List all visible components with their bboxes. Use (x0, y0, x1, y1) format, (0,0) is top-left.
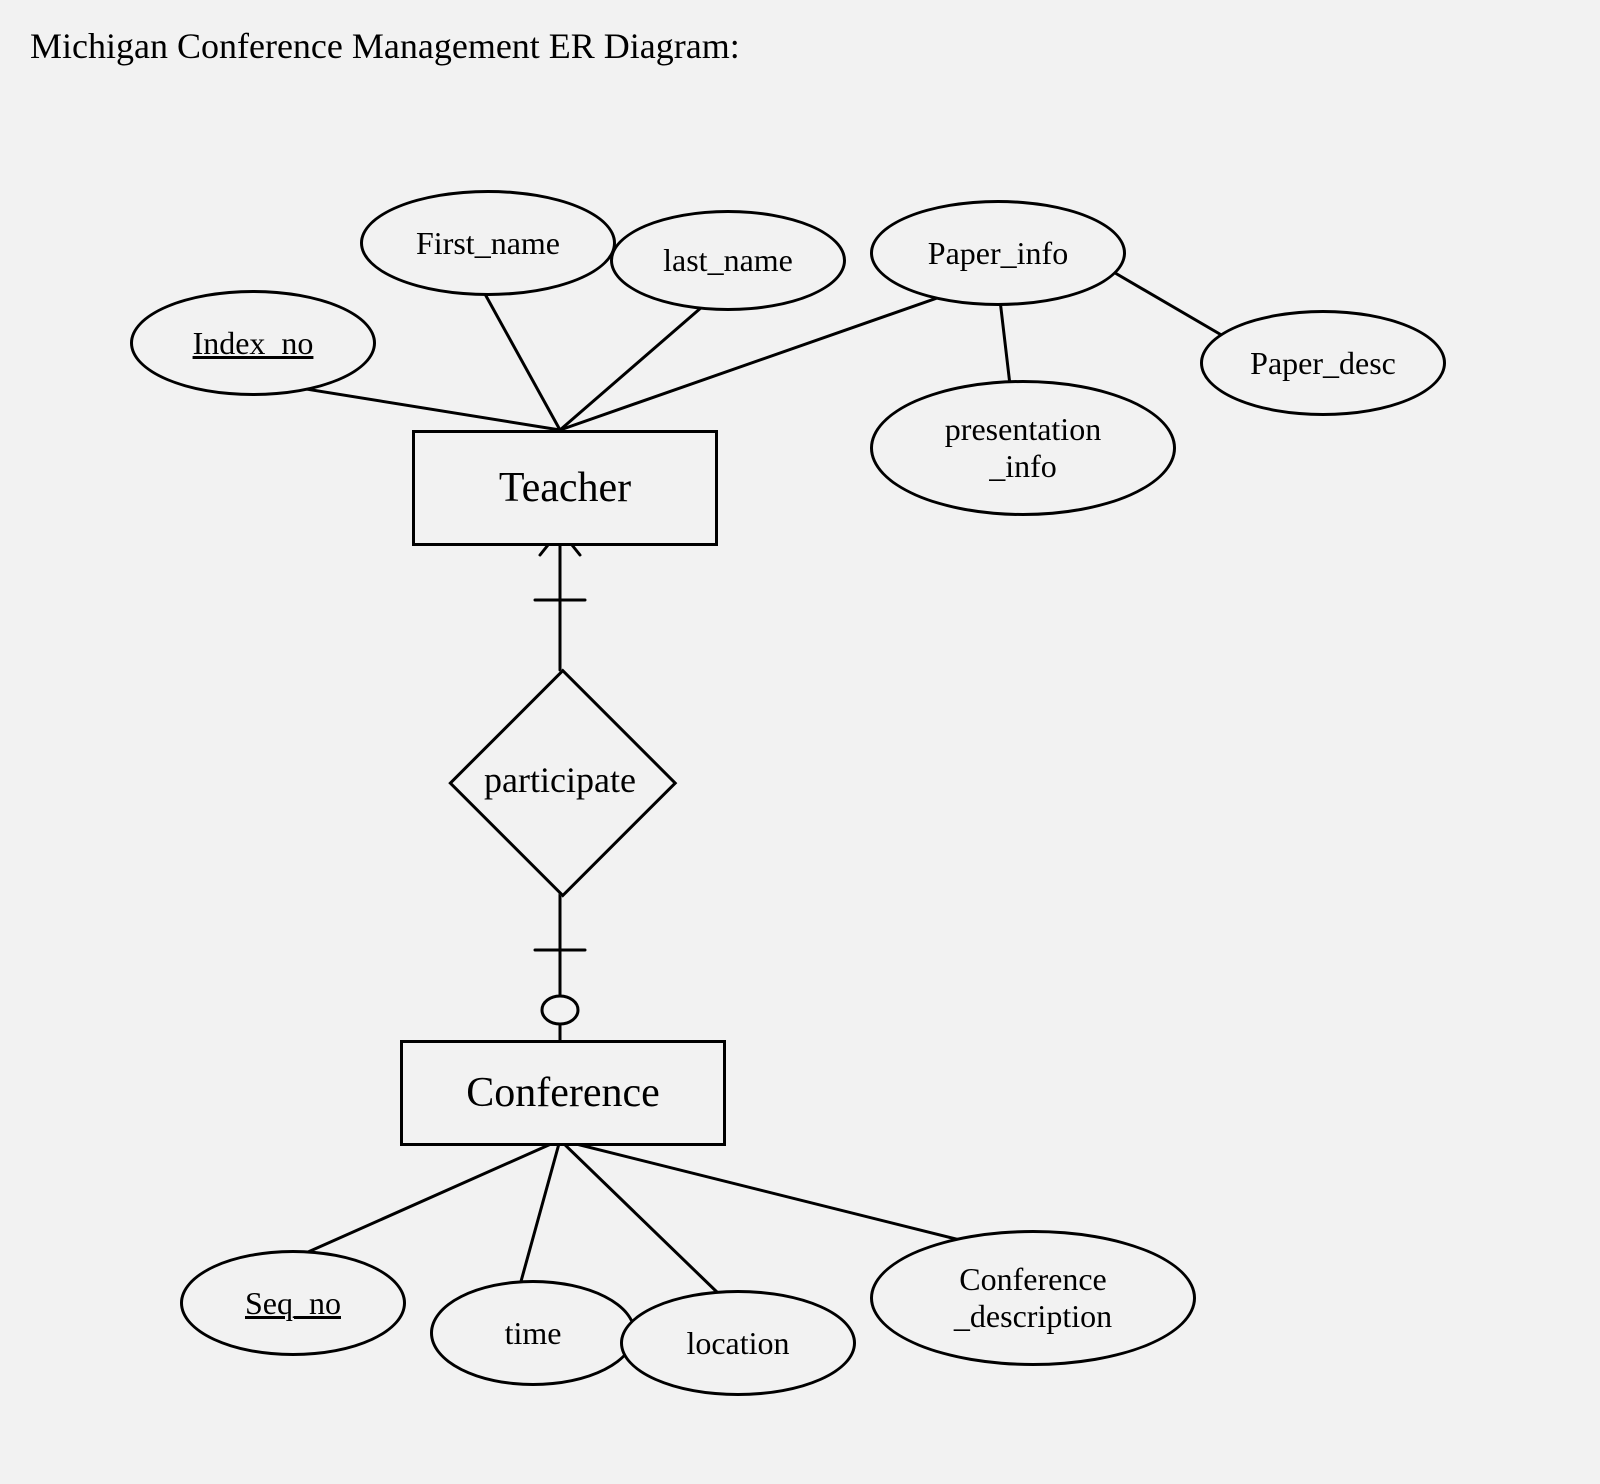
entity-conference-label: Conference (466, 1069, 660, 1117)
entity-teacher: Teacher (412, 430, 718, 546)
attr-index-no-label: Index_no (193, 325, 314, 362)
attr-presentation-info: presentation_info (870, 380, 1176, 516)
attr-last-name: last_name (610, 210, 846, 311)
attr-conf-desc: Conference_description (870, 1230, 1196, 1366)
attr-seq-no: Seq_no (180, 1250, 406, 1356)
er-diagram-page: Michigan Conference Management ER Diagra… (0, 0, 1600, 1484)
attr-time-label: time (505, 1315, 562, 1352)
relationship-participate: participate (450, 670, 670, 890)
attr-last-name-label: last_name (663, 242, 793, 279)
attr-first-name-label: First_name (416, 225, 560, 262)
attr-conf-desc-label: Conference_description (954, 1261, 1112, 1335)
attr-paper-desc: Paper_desc (1200, 310, 1446, 416)
entity-conference: Conference (400, 1040, 726, 1146)
attr-seq-no-label: Seq_no (245, 1285, 341, 1322)
entity-teacher-label: Teacher (499, 464, 631, 512)
attr-index-no: Index_no (130, 290, 376, 396)
relationship-participate-label: participate (450, 670, 670, 890)
attr-first-name: First_name (360, 190, 616, 296)
attr-paper-info: Paper_info (870, 200, 1126, 306)
attr-paper-desc-label: Paper_desc (1250, 345, 1396, 382)
attr-paper-info-label: Paper_info (928, 235, 1068, 272)
attr-location-label: location (686, 1325, 789, 1362)
attr-presentation-info-label: presentation_info (945, 411, 1101, 485)
attr-time: time (430, 1280, 636, 1386)
attr-location: location (620, 1290, 856, 1396)
